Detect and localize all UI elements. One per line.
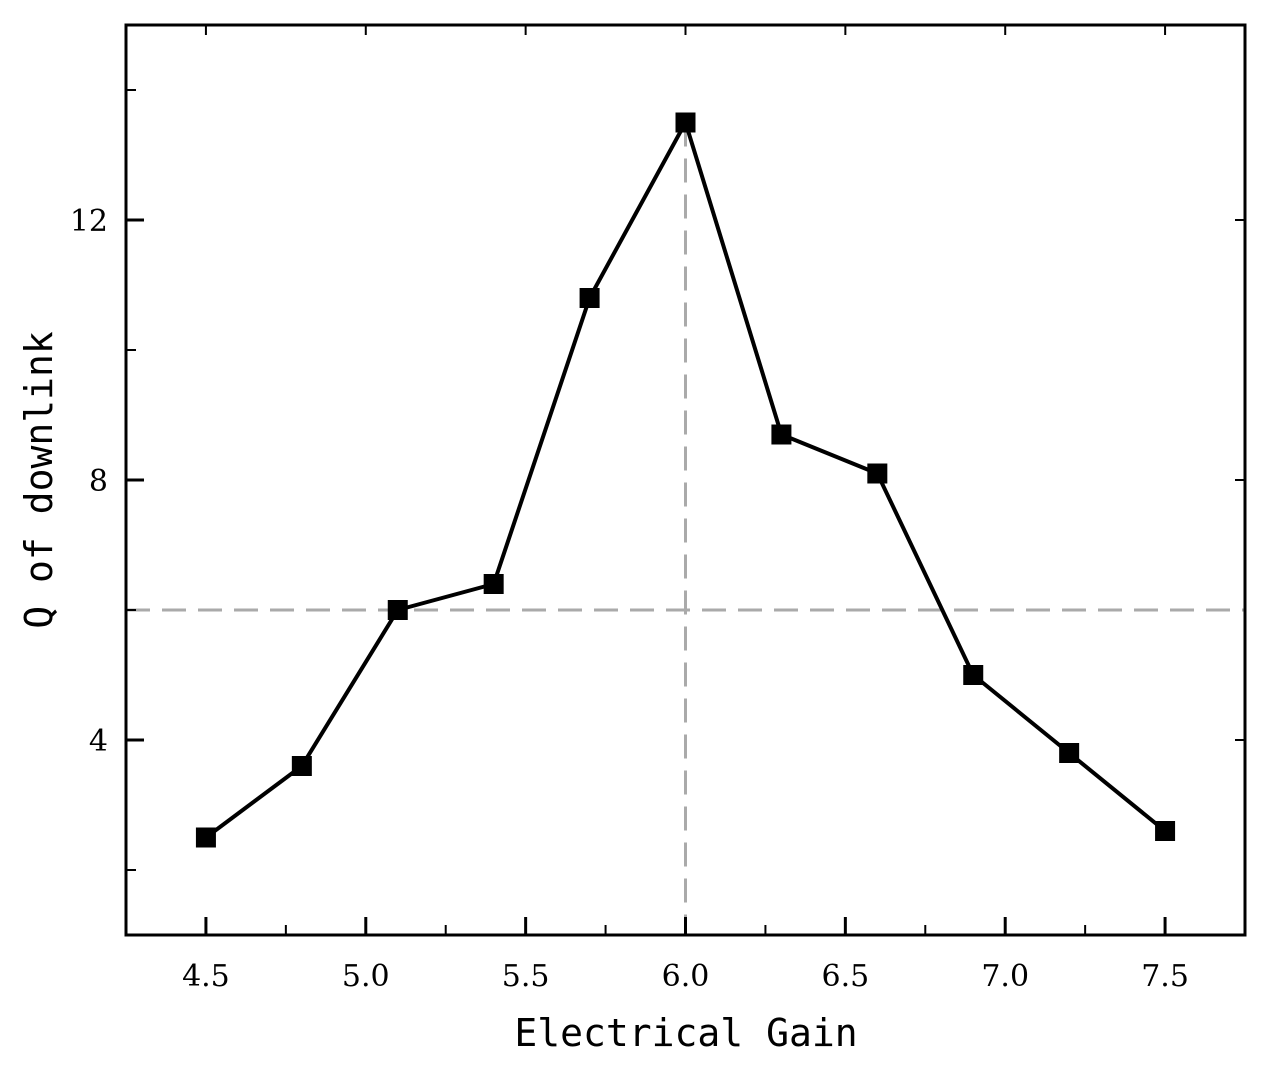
data-point xyxy=(483,574,504,594)
y-axis: 4 8 12 xyxy=(70,89,1245,871)
x-tick-label: 6.5 xyxy=(821,959,869,994)
data-point xyxy=(867,463,888,484)
data-point xyxy=(387,600,408,620)
y-tick-label: 12 xyxy=(70,204,108,239)
x-axis-title: Electrical Gain xyxy=(514,1011,857,1055)
data-series xyxy=(195,112,1176,848)
x-tick-label: 6.0 xyxy=(662,959,710,994)
data-point xyxy=(195,827,216,848)
x-tick-label: 7.0 xyxy=(981,959,1029,994)
x-tick-label: 7.5 xyxy=(1141,959,1189,994)
x-tick-label: 4.5 xyxy=(182,959,230,994)
data-point xyxy=(579,288,600,308)
data-point xyxy=(963,665,984,685)
series-line xyxy=(204,120,1167,840)
data-point xyxy=(1155,821,1176,841)
y-tick-label: 8 xyxy=(89,464,108,499)
x-tick-label: 5.5 xyxy=(502,959,550,994)
data-point xyxy=(771,424,792,445)
data-point xyxy=(1059,743,1080,763)
data-point xyxy=(291,756,312,776)
y-tick-label: 4 xyxy=(89,724,108,759)
y-axis-title: Q of downlink xyxy=(17,331,61,629)
x-tick-label: 5.0 xyxy=(342,959,390,994)
data-point xyxy=(675,112,696,133)
x-axis: 4.5 5.0 5.5 6.0 6.5 7.0 7.5 xyxy=(182,25,1189,994)
reference-lines xyxy=(126,122,1245,935)
